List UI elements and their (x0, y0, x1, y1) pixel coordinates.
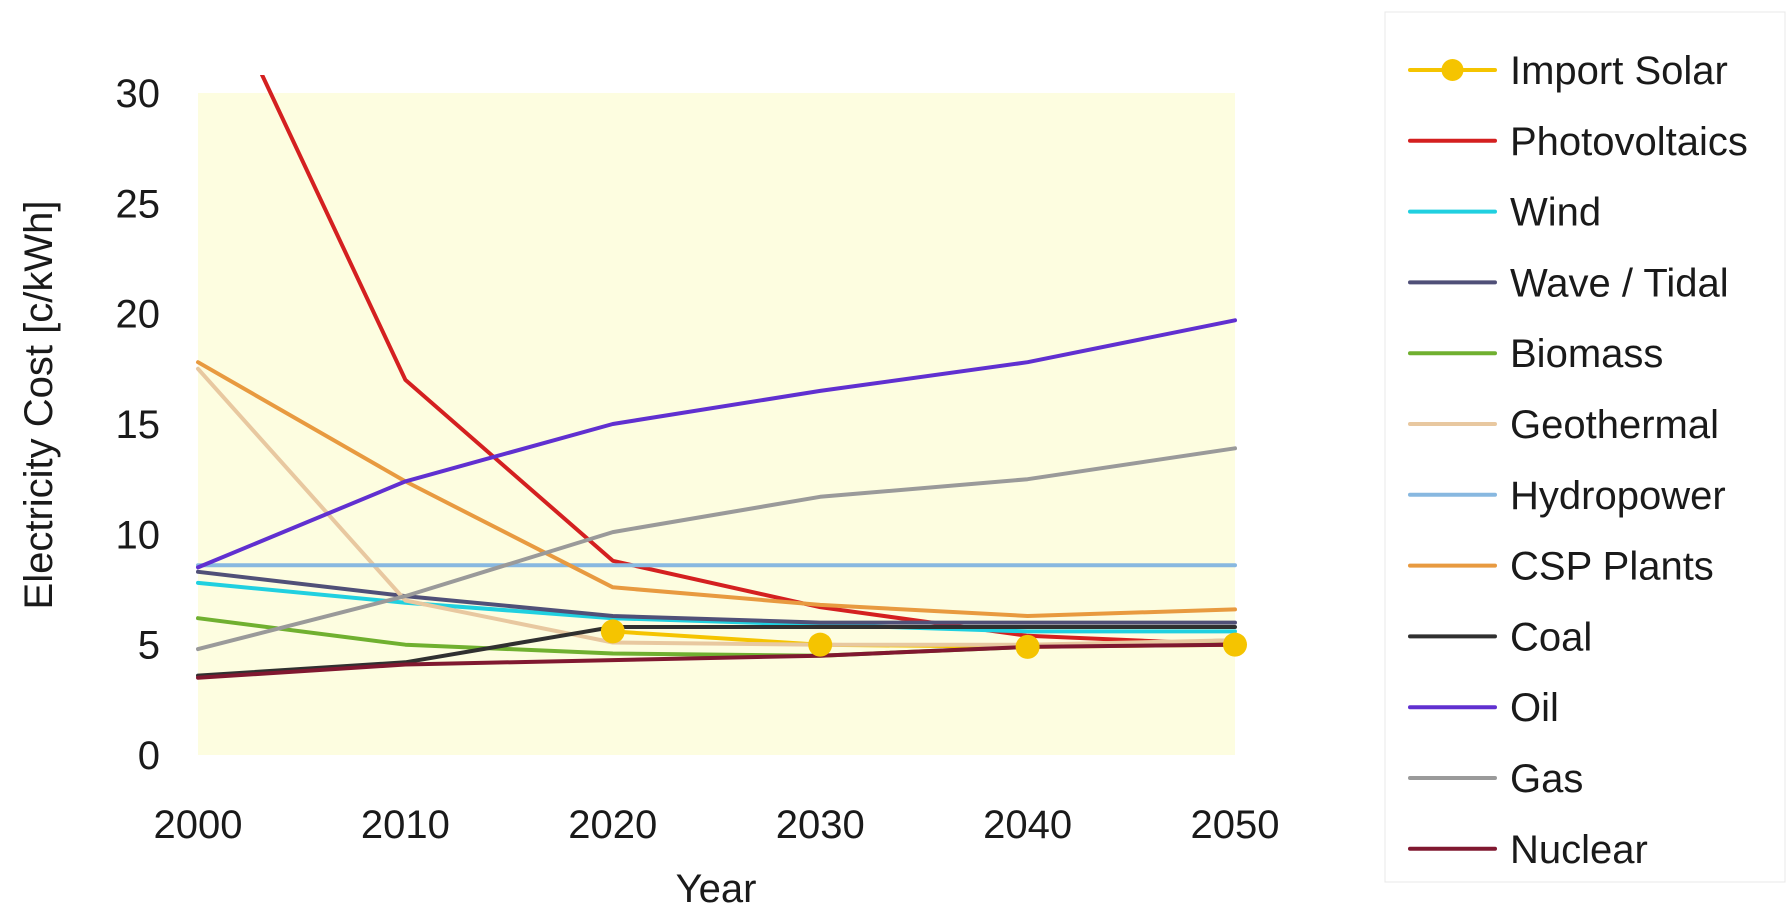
x-tick-label: 2020 (568, 803, 657, 847)
legend-item-coal: Coal (1408, 615, 1592, 659)
legend-item-csp-plants: CSP Plants (1408, 545, 1714, 589)
series-line-wave-tidal (196, 569, 1237, 625)
legend-item-gas: Gas (1408, 757, 1583, 801)
y-tick-label: 0 (138, 734, 160, 778)
data-point-import-solar (1223, 632, 1247, 657)
y-tick-label: 15 (116, 403, 161, 447)
data-point-import-solar (600, 619, 625, 644)
series-line-wind (196, 580, 1237, 634)
y-tick-label: 25 (116, 182, 161, 226)
x-tick-label: 2010 (361, 803, 450, 847)
x-tick-label: 2000 (154, 803, 243, 847)
legend-label: CSP Plants (1510, 545, 1714, 589)
marker-layer (600, 619, 1247, 659)
legend-item-nuclear: Nuclear (1408, 828, 1648, 872)
legend-item-wind: Wind (1408, 191, 1601, 235)
legend-marker (1441, 59, 1464, 81)
legend-label: Hydropower (1510, 474, 1726, 518)
legend-label: Oil (1510, 686, 1559, 730)
x-tick-label: 2030 (776, 803, 865, 847)
legend-box (1384, 11, 1786, 883)
series-line-gas (196, 446, 1237, 652)
series-line-coal (196, 625, 1237, 678)
y-tick-label: 20 (116, 293, 161, 337)
series-line-oil (196, 318, 1237, 570)
legend-item-geothermal: Geothermal (1408, 403, 1719, 447)
legend-item-oil: Oil (1408, 686, 1559, 730)
legend-item-wave-tidal: Wave / Tidal (1408, 261, 1729, 305)
legend-label: Geothermal (1510, 403, 1719, 447)
legend-item-hydropower: Hydropower (1408, 474, 1726, 518)
legend-item-import-solar: Import Solar (1408, 49, 1728, 93)
data-point-import-solar (1015, 634, 1040, 659)
legend-item-biomass: Biomass (1408, 332, 1663, 376)
x-axis-label: Year (676, 867, 757, 907)
series-layer (196, 75, 1237, 680)
x-tick-label: 2040 (983, 803, 1072, 847)
series-line-nuclear (196, 642, 1237, 680)
legend-label: Gas (1510, 757, 1583, 801)
x-axis-ticks: 2000 2010 2020 2030 2040 2050 (154, 803, 1280, 847)
legend-item-photovoltaics: Photovoltaics (1408, 120, 1748, 164)
legend-label: Biomass (1510, 332, 1663, 376)
legend-label: Photovoltaics (1510, 120, 1748, 164)
legend-label: Nuclear (1510, 828, 1648, 872)
y-tick-label: 5 (138, 624, 160, 668)
data-point-import-solar (808, 632, 833, 657)
legend: Import Solar Photovoltaics Wind Wave / Tida… (1408, 49, 1748, 872)
legend-label: Import Solar (1510, 49, 1728, 93)
series-line-csp-plants (196, 360, 1237, 618)
y-axis-ticks: 0 5 10 15 20 25 30 (116, 72, 161, 778)
y-tick-label: 30 (116, 72, 161, 116)
legend-label: Coal (1510, 615, 1592, 659)
legend-label: Wind (1510, 191, 1601, 235)
y-tick-label: 10 (116, 513, 161, 557)
y-axis-label: Electricity Cost [c/kWh] (17, 201, 61, 610)
series-line-photovoltaics (259, 75, 1237, 647)
legend-label: Wave / Tidal (1510, 261, 1729, 305)
x-tick-label: 2050 (1191, 803, 1280, 847)
series-line-geothermal (196, 366, 1237, 647)
